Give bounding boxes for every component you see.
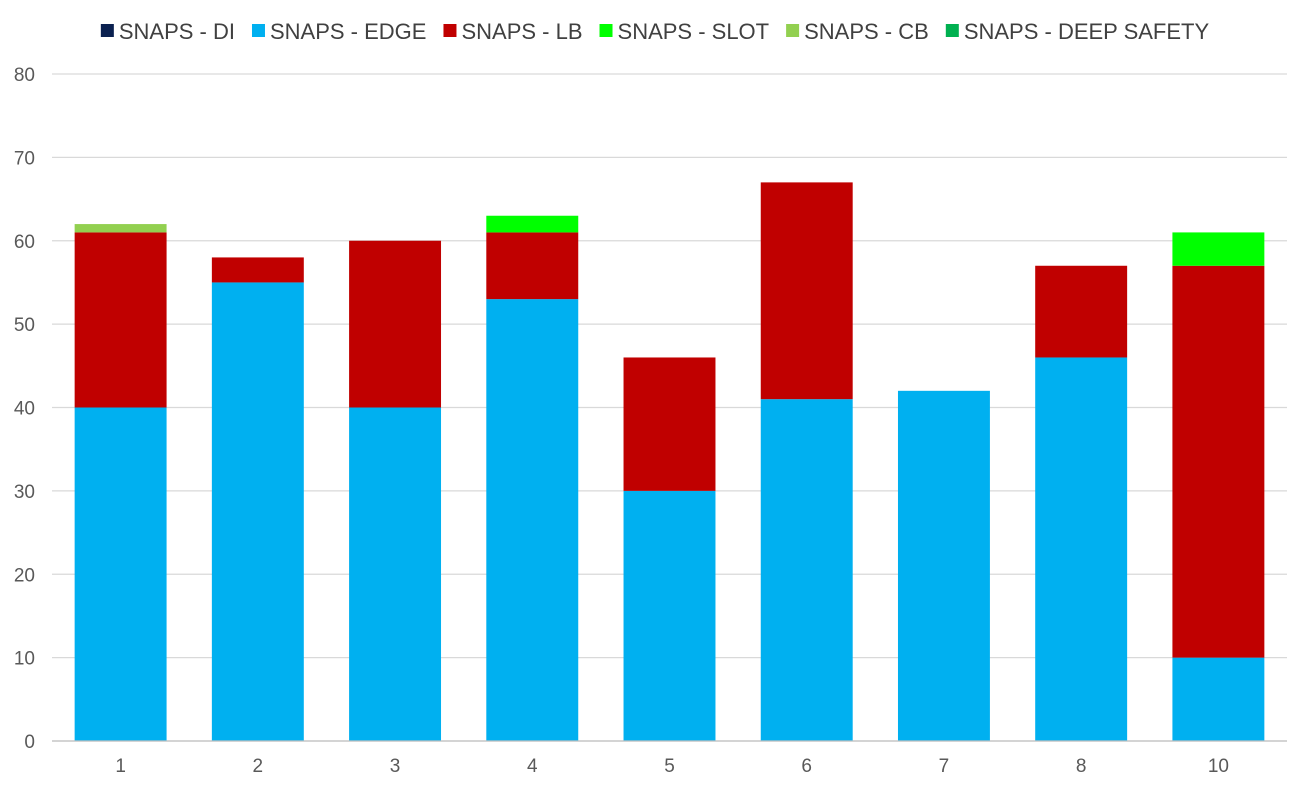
bar-snaps-lb-4 xyxy=(486,232,579,300)
y-tick-label: 0 xyxy=(24,732,35,753)
bar-snaps-edge-2 xyxy=(211,282,304,741)
y-axis-tick-labels: 0 10 20 30 40 50 60 70 80 xyxy=(14,65,35,753)
y-tick-label: 70 xyxy=(14,148,35,169)
x-tick-label: 5 xyxy=(664,756,675,777)
x-tick-label: 3 xyxy=(390,756,401,777)
x-tick-label: 1 xyxy=(115,756,126,777)
legend: SNAPS - DI SNAPS - EDGE SNAPS - LB SNAPS - … xyxy=(100,19,1210,44)
y-tick-label: 20 xyxy=(14,565,35,586)
x-tick-label: 4 xyxy=(527,756,538,777)
bar-snaps-lb-6 xyxy=(760,182,853,400)
legend-label: SNAPS - DI xyxy=(119,19,235,44)
bars xyxy=(52,182,1287,742)
legend-swatch xyxy=(945,24,959,37)
bar-snaps-edge-8 xyxy=(1035,357,1128,741)
x-tick-label: 2 xyxy=(253,756,264,777)
bar-snaps-edge-10 xyxy=(1172,657,1265,741)
bar-snaps-cb-1 xyxy=(74,224,167,233)
y-tick-label: 60 xyxy=(14,232,35,253)
x-axis-tick-labels: 1 2 3 4 5 6 7 8 10 xyxy=(115,756,1229,777)
bar-snaps-edge-4 xyxy=(486,299,579,741)
bar-snaps-lb-1 xyxy=(74,232,167,408)
legend-swatch xyxy=(599,24,613,37)
bar-snaps-edge-3 xyxy=(349,407,442,741)
legend-swatch xyxy=(251,24,265,37)
legend-swatch xyxy=(443,24,457,37)
bar-snaps-slot-10 xyxy=(1172,232,1265,266)
x-tick-label: 6 xyxy=(801,756,812,777)
legend-item-snaps-di: SNAPS - DI xyxy=(100,19,235,44)
y-tick-label: 30 xyxy=(14,482,35,503)
bar-snaps-lb-8 xyxy=(1035,265,1128,358)
bar-snaps-edge-5 xyxy=(623,490,716,741)
y-tick-label: 50 xyxy=(14,315,35,336)
x-tick-label: 8 xyxy=(1076,756,1087,777)
y-tick-label: 40 xyxy=(14,399,35,420)
legend-label: SNAPS - EDGE xyxy=(270,19,426,44)
x-tick-label: 7 xyxy=(939,756,950,777)
legend-item-snaps-slot: SNAPS - SLOT xyxy=(599,19,770,44)
legend-item-snaps-deep-safety: SNAPS - DEEP SAFETY xyxy=(945,19,1210,44)
legend-item-snaps-lb: SNAPS - LB xyxy=(443,19,583,44)
bar-snaps-lb-2 xyxy=(211,257,304,283)
y-tick-label: 80 xyxy=(14,65,35,86)
bar-snaps-slot-4 xyxy=(486,215,579,233)
bar-snaps-edge-7 xyxy=(897,390,990,741)
legend-label: SNAPS - LB xyxy=(461,19,582,44)
legend-swatch xyxy=(786,24,800,37)
y-tick-label: 10 xyxy=(14,649,35,670)
legend-item-snaps-cb: SNAPS - CB xyxy=(786,19,929,44)
x-tick-label: 10 xyxy=(1208,756,1229,777)
bar-snaps-lb-10 xyxy=(1172,265,1265,658)
legend-label: SNAPS - DEEP SAFETY xyxy=(964,19,1210,44)
bar-snaps-lb-5 xyxy=(623,357,716,491)
legend-label: SNAPS - SLOT xyxy=(618,19,770,44)
legend-item-snaps-edge: SNAPS - EDGE xyxy=(251,19,426,44)
bar-snaps-edge-6 xyxy=(760,399,853,741)
bar-snaps-lb-3 xyxy=(349,240,442,408)
legend-swatch xyxy=(100,24,114,37)
legend-label: SNAPS - CB xyxy=(804,19,929,44)
bar-snaps-edge-1 xyxy=(74,407,167,741)
